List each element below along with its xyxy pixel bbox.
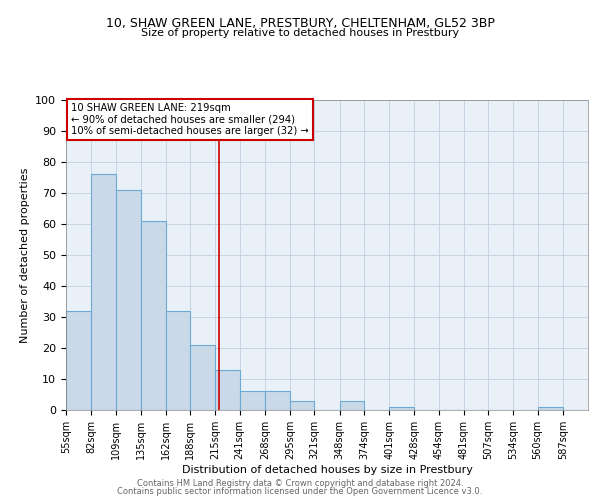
Bar bbox=[215, 370, 239, 410]
Bar bbox=[91, 174, 116, 410]
X-axis label: Distribution of detached houses by size in Prestbury: Distribution of detached houses by size … bbox=[182, 464, 472, 474]
Bar bbox=[340, 400, 364, 410]
Bar bbox=[389, 407, 415, 410]
Text: 10, SHAW GREEN LANE, PRESTBURY, CHELTENHAM, GL52 3BP: 10, SHAW GREEN LANE, PRESTBURY, CHELTENH… bbox=[106, 18, 494, 30]
Text: Contains public sector information licensed under the Open Government Licence v3: Contains public sector information licen… bbox=[118, 487, 482, 496]
Bar bbox=[265, 392, 290, 410]
Text: Size of property relative to detached houses in Prestbury: Size of property relative to detached ho… bbox=[141, 28, 459, 38]
Bar bbox=[66, 311, 91, 410]
Text: 10 SHAW GREEN LANE: 219sqm
← 90% of detached houses are smaller (294)
10% of sem: 10 SHAW GREEN LANE: 219sqm ← 90% of deta… bbox=[71, 103, 309, 136]
Bar bbox=[116, 190, 141, 410]
Bar bbox=[166, 311, 190, 410]
Bar bbox=[290, 400, 314, 410]
Bar bbox=[141, 221, 166, 410]
Bar bbox=[239, 392, 265, 410]
Bar bbox=[538, 407, 563, 410]
Bar bbox=[190, 345, 215, 410]
Text: Contains HM Land Registry data © Crown copyright and database right 2024.: Contains HM Land Registry data © Crown c… bbox=[137, 478, 463, 488]
Y-axis label: Number of detached properties: Number of detached properties bbox=[20, 168, 30, 342]
